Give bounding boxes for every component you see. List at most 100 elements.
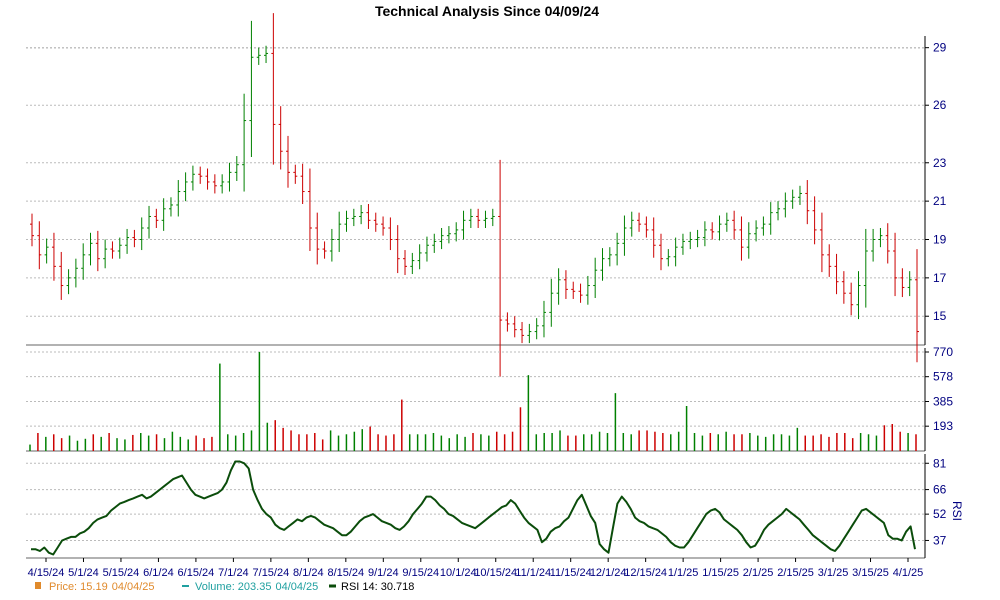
price-bar — [198, 166, 203, 184]
price-bar — [212, 174, 217, 194]
price-bar — [147, 205, 152, 239]
price-bar — [732, 210, 737, 240]
price-bar — [103, 239, 108, 269]
date-tick-label: 6/15/24 — [178, 567, 215, 579]
price-bar — [600, 248, 605, 281]
price-bar — [666, 249, 671, 267]
price-bar — [695, 229, 700, 248]
chart-title: Technical Analysis Since 04/09/24 — [375, 3, 599, 19]
price-bar — [264, 45, 269, 64]
price-bar — [366, 204, 371, 229]
price-bar — [44, 238, 49, 264]
price-bar — [132, 229, 137, 248]
date-tick-label: 8/1/24 — [293, 567, 324, 579]
date-tick-label: 12/15/24 — [624, 567, 667, 579]
price-bar — [549, 278, 554, 327]
price-bar — [432, 233, 437, 253]
rsi-tick-label: 52 — [933, 507, 947, 521]
price-bar — [344, 210, 349, 232]
volume-bars — [29, 352, 917, 451]
price-bar — [761, 216, 766, 236]
date-tick-label: 1/1/25 — [668, 567, 699, 579]
price-bar — [878, 227, 883, 248]
volume-grid — [26, 348, 926, 452]
price-bar — [161, 198, 166, 231]
price-bar — [527, 323, 532, 344]
price-bar — [629, 211, 634, 237]
price-bar — [95, 230, 100, 272]
price-legend-swatch — [35, 582, 41, 589]
price-bar — [637, 212, 642, 232]
date-tick-label: 5/15/24 — [103, 567, 140, 579]
price-bar — [461, 210, 466, 240]
vol-tick-label: 385 — [933, 395, 953, 409]
price-bar — [30, 213, 34, 247]
price-bar — [841, 271, 846, 304]
price-bar — [300, 163, 305, 205]
price-bar — [490, 208, 495, 227]
price-bar — [754, 220, 759, 242]
price-bar — [337, 211, 342, 252]
price-bar — [571, 281, 576, 299]
price-bar — [322, 241, 327, 259]
price-bar — [168, 197, 173, 217]
price-bar — [746, 222, 751, 259]
price-bar — [783, 192, 788, 218]
legend: Price: 15.19 04/04/25 Volume: 203.35 04/04… — [35, 581, 414, 593]
price-tick-label: 17 — [933, 271, 947, 285]
date-tick-label: 9/15/24 — [402, 567, 439, 579]
date-tick-label: 5/1/24 — [68, 567, 99, 579]
date-tick-label: 11/1/24 — [515, 567, 551, 579]
price-bar — [797, 185, 802, 205]
rsi-axis-label: RSI — [950, 501, 964, 521]
price-bar — [59, 251, 64, 300]
rsi-legend: RSI 14: 30.718 — [341, 581, 414, 593]
date-tick-label: 2/1/25 — [743, 567, 774, 579]
price-bar — [117, 237, 122, 259]
price-bar — [278, 106, 283, 170]
price-bar — [468, 208, 473, 228]
price-bar — [410, 252, 415, 275]
price-bar — [307, 168, 312, 252]
price-tick-label: 26 — [933, 98, 947, 112]
price-bar — [315, 212, 320, 265]
price-bar — [651, 217, 656, 258]
price-bar — [534, 318, 539, 340]
rsi-tick-label: 81 — [933, 456, 947, 470]
price-bar — [110, 241, 115, 259]
price-bar — [900, 268, 905, 298]
date-tick-label: 8/15/24 — [327, 567, 364, 579]
price-bar — [417, 244, 422, 270]
price-bar — [893, 232, 898, 297]
vol-tick-label: 770 — [933, 345, 953, 359]
price-bar — [790, 189, 795, 209]
price-bars — [30, 13, 919, 377]
price-bar — [563, 270, 568, 299]
price-bar — [439, 227, 444, 250]
date-tick-label: 3/15/25 — [852, 567, 889, 579]
price-bar — [849, 282, 854, 316]
price-bar — [776, 201, 781, 221]
price-bar — [446, 226, 451, 244]
rsi-tick-label: 66 — [933, 483, 947, 497]
price-bar — [403, 250, 408, 275]
price-bar — [242, 93, 247, 192]
price-bar — [227, 162, 232, 192]
price-tick-label: 19 — [933, 232, 947, 246]
price-bar — [395, 225, 400, 274]
price-bar — [915, 249, 919, 363]
price-bar — [856, 271, 861, 320]
date-tick-label: 6/1/24 — [143, 567, 174, 579]
price-bar — [871, 228, 876, 262]
price-bar — [37, 221, 42, 270]
price-bar — [329, 228, 334, 262]
price-bar — [220, 174, 225, 194]
price-bar — [51, 232, 56, 281]
date-axis-ticks: 4/15/24 5/1/24 5/15/24 6/1/24 6/15/24 7/1/24 7… — [28, 558, 923, 579]
rsi-tick-label: 37 — [933, 533, 947, 547]
price-bar — [256, 47, 261, 65]
price-tick-label: 21 — [933, 194, 947, 208]
date-tick-label: 7/15/24 — [253, 567, 290, 579]
vol-tick-label: 193 — [933, 419, 953, 433]
price-bar — [717, 215, 722, 241]
